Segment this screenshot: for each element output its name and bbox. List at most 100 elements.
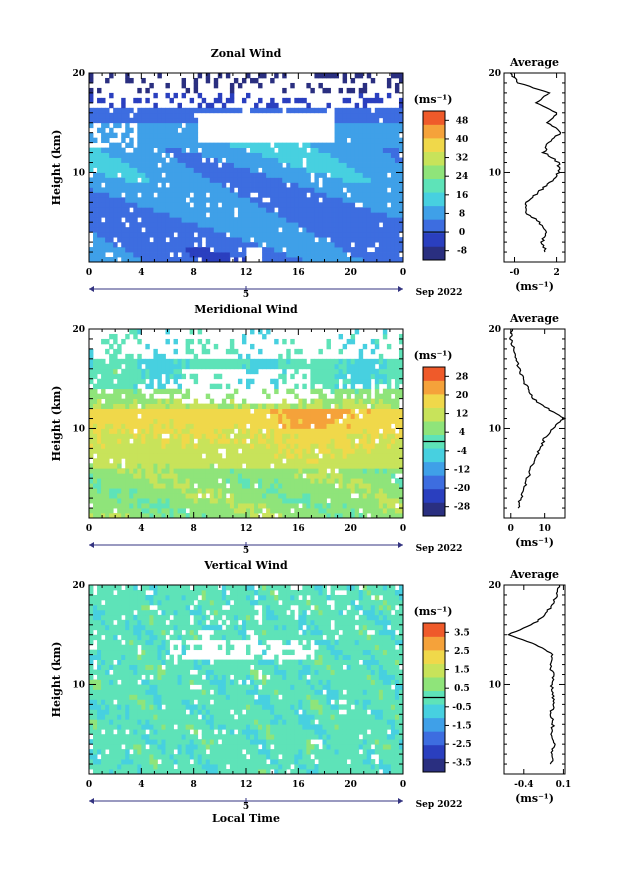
- heatmap-cell: [258, 329, 263, 335]
- heatmap-cell: [177, 197, 182, 203]
- heatmap-cell: [270, 227, 275, 233]
- heatmap-cell: [262, 142, 267, 148]
- heatmap-cell: [233, 202, 239, 208]
- heatmap-cell: [197, 142, 203, 148]
- heatmap-cell: [326, 418, 331, 424]
- heatmap-cell: [342, 107, 348, 114]
- heatmap-cell: [338, 142, 344, 148]
- heatmap-cell: [201, 152, 207, 158]
- heatmap-cell: [225, 207, 231, 213]
- heatmap-cell: [141, 463, 146, 469]
- heatmap-cell: [101, 609, 106, 616]
- heatmap-cell: [97, 453, 102, 459]
- heatmap-cell: [89, 689, 94, 695]
- heatmap-cell: [229, 503, 235, 509]
- heatmap-cell: [350, 373, 356, 380]
- heatmap-cell: [201, 443, 207, 449]
- heatmap-cell: [237, 408, 243, 414]
- heatmap-cell: [310, 458, 315, 464]
- heatmap-cell: [213, 423, 219, 429]
- heatmap-cell: [342, 433, 348, 439]
- heatmap-cell: [145, 493, 150, 499]
- heatmap-cell: [185, 483, 191, 489]
- heatmap-cell: [362, 107, 368, 114]
- heatmap-cell: [141, 242, 146, 248]
- heatmap-cell: [237, 508, 243, 514]
- heatmap-cell: [354, 247, 360, 253]
- heatmap-cell: [137, 257, 142, 263]
- heatmap-cell: [346, 508, 352, 514]
- heatmap-cell: [97, 242, 102, 248]
- heatmap-cell: [326, 192, 331, 198]
- heatmap-cell: [294, 192, 299, 198]
- heatmap-cell: [330, 157, 335, 163]
- heatmap-cell: [298, 177, 303, 183]
- heatmap-cell: [346, 112, 352, 119]
- heatmap-cell: [366, 438, 372, 444]
- heatmap-cell: [101, 589, 106, 596]
- heatmap-cell: [294, 413, 299, 419]
- heatmap-cell: [374, 338, 380, 345]
- heatmap-cell: [101, 197, 106, 203]
- heatmap-cell: [89, 759, 94, 765]
- heatmap-cell: [133, 257, 138, 263]
- heatmap-cell: [141, 413, 146, 419]
- heatmap-cell: [278, 478, 283, 484]
- heatmap-cell: [93, 217, 98, 223]
- heatmap-cell: [161, 202, 166, 208]
- heatmap-cell: [390, 373, 396, 380]
- heatmap-cell: [145, 127, 150, 134]
- heatmap-cell: [366, 463, 372, 469]
- heatmap-cell: [233, 142, 239, 148]
- heatmap-cell: [93, 503, 98, 509]
- heatmap-cell: [334, 212, 339, 218]
- heatmap-cell: [298, 428, 303, 434]
- heatmap-cell: [354, 473, 360, 479]
- heatmap-cell: [117, 358, 122, 365]
- heatmap-cell: [290, 513, 295, 519]
- heatmap-cell: [346, 117, 352, 124]
- heatmap-cell: [197, 483, 203, 489]
- heatmap-cell: [97, 433, 102, 439]
- heatmap-cell: [189, 403, 195, 409]
- heatmap-cell: [173, 187, 178, 193]
- heatmap-cell: [370, 147, 376, 153]
- colorbar-segment: [423, 111, 445, 125]
- panel-title: Vertical Wind: [203, 559, 288, 572]
- heatmap-cell: [237, 192, 243, 198]
- heatmap-cell: [153, 102, 158, 109]
- heatmap-cell: [233, 488, 239, 494]
- heatmap-cell: [274, 192, 279, 198]
- heatmap-cell: [93, 759, 98, 765]
- heatmap-cell: [109, 398, 114, 404]
- heatmap-cell: [101, 739, 106, 745]
- heatmap-cell: [314, 187, 319, 193]
- heatmap-cell: [221, 197, 227, 203]
- heatmap-cell: [282, 252, 287, 258]
- heatmap-cell: [318, 373, 323, 380]
- heatmap-cell: [225, 478, 231, 484]
- heatmap-cell: [342, 488, 348, 494]
- heatmap-cell: [161, 207, 166, 213]
- heatmap-cell: [101, 759, 106, 765]
- heatmap-cell: [93, 734, 98, 740]
- heatmap-cell: [314, 177, 319, 183]
- heatmap-cell: [173, 217, 178, 223]
- heatmap-cell: [330, 242, 335, 248]
- heatmap-cell: [133, 242, 138, 248]
- heatmap-cell: [197, 443, 203, 449]
- heatmap-cell: [125, 443, 130, 449]
- heatmap-cell: [374, 152, 380, 158]
- heatmap-cell: [262, 388, 267, 395]
- heatmap-cell: [354, 413, 360, 419]
- heatmap-cell: [294, 217, 299, 223]
- date-label: Sep 2022: [416, 288, 463, 298]
- heatmap-cell: [338, 227, 344, 233]
- heatmap-cell: [314, 458, 319, 464]
- heatmap-cell: [278, 217, 283, 223]
- heatmap-cell: [298, 212, 303, 218]
- heatmap-cell: [286, 192, 291, 198]
- heatmap-cell: [169, 117, 174, 124]
- heatmap-cell: [362, 388, 368, 395]
